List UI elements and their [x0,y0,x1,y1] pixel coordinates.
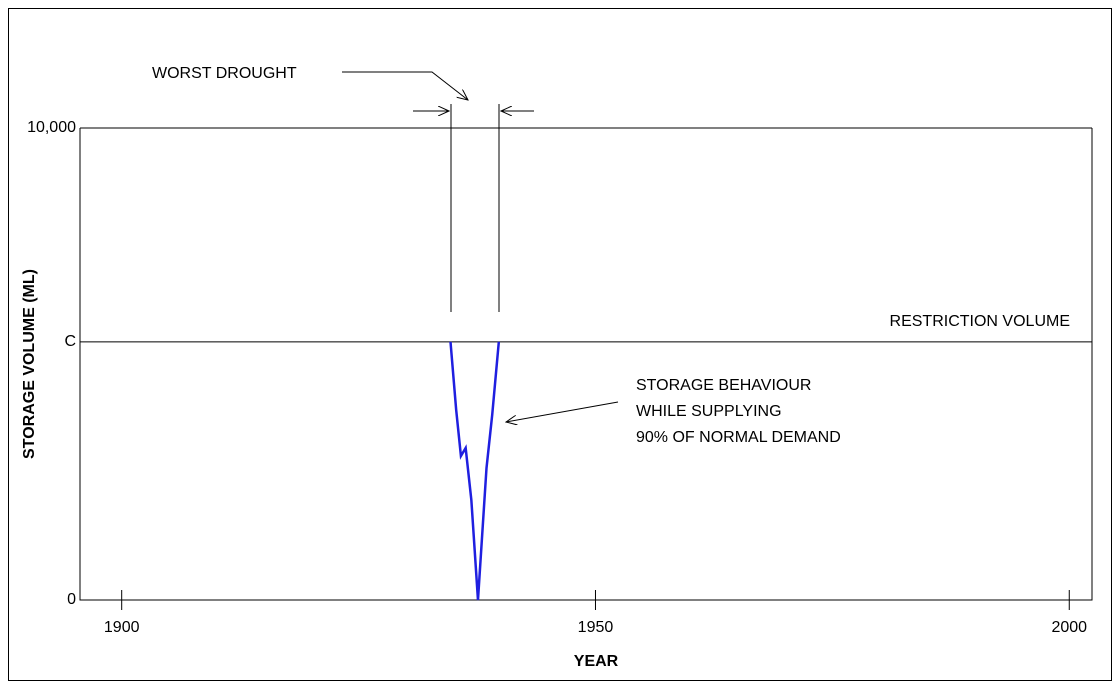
plot-frame [79,128,1093,601]
annotation: 90% OF NORMAL DEMAND [636,429,841,446]
annotation: STORAGE BEHAVIOUR [636,377,811,394]
annotation: RESTRICTION VOLUME [890,313,1070,330]
x-tick-label: 2000 [1051,619,1087,636]
frame [8,8,1112,681]
x-tick-label: 1900 [104,619,140,636]
y-tick-label: 10,000 [27,119,76,136]
annotation: WHILE SUPPLYING [636,403,782,420]
annotation-arrow [506,401,619,422]
annotation-arrow [342,71,468,100]
annotation: WORST DROUGHT [152,65,297,82]
y-axis-label: STORAGE VOLUME (ML) [21,269,38,459]
y-tick-label: C [64,333,76,350]
series-line [449,341,501,601]
x-axis-label: YEAR [574,653,619,670]
y-tick-label: 0 [67,591,76,608]
x-tick-label: 1950 [578,619,614,636]
